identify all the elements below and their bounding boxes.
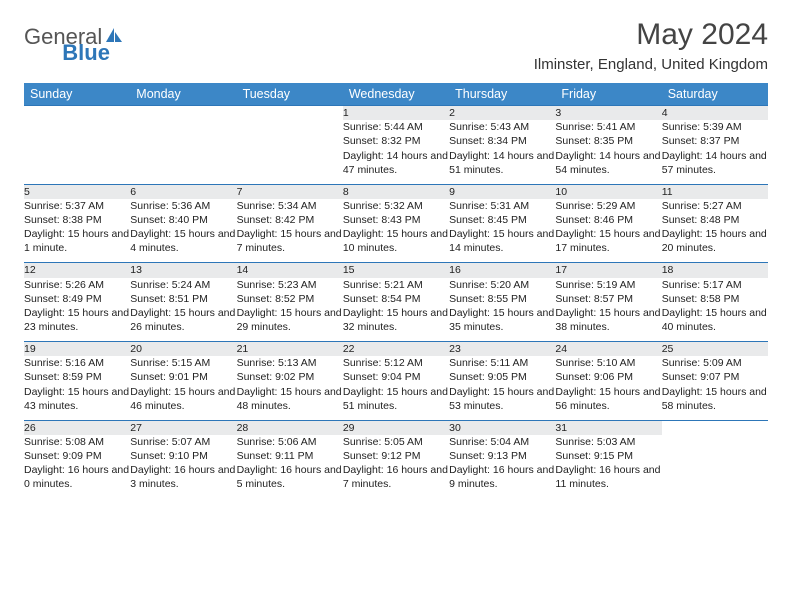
day-number-cell: 19: [24, 342, 130, 357]
day-number-cell: 16: [449, 263, 555, 278]
day-details-cell: Sunrise: 5:34 AMSunset: 8:42 PMDaylight:…: [237, 199, 343, 263]
day-number-cell: 12: [24, 263, 130, 278]
day-details-cell: [662, 435, 768, 499]
day-details-cell: [24, 120, 130, 184]
day-details-cell: Sunrise: 5:43 AMSunset: 8:34 PMDaylight:…: [449, 120, 555, 184]
day-number-cell: 8: [343, 184, 449, 199]
day-number-cell: 17: [555, 263, 661, 278]
day-number-cell: 29: [343, 420, 449, 435]
day-details-cell: Sunrise: 5:41 AMSunset: 8:35 PMDaylight:…: [555, 120, 661, 184]
day-header-row: SundayMondayTuesdayWednesdayThursdayFrid…: [24, 83, 768, 106]
day-details-cell: Sunrise: 5:09 AMSunset: 9:07 PMDaylight:…: [662, 356, 768, 420]
day-number-cell: 21: [237, 342, 343, 357]
day-details-cell: Sunrise: 5:05 AMSunset: 9:12 PMDaylight:…: [343, 435, 449, 499]
day-number-cell: 26: [24, 420, 130, 435]
day-number-cell: [237, 106, 343, 121]
day-number-cell: 24: [555, 342, 661, 357]
day-details-cell: Sunrise: 5:04 AMSunset: 9:13 PMDaylight:…: [449, 435, 555, 499]
day-details-cell: Sunrise: 5:44 AMSunset: 8:32 PMDaylight:…: [343, 120, 449, 184]
day-number-cell: 31: [555, 420, 661, 435]
day-details-cell: Sunrise: 5:32 AMSunset: 8:43 PMDaylight:…: [343, 199, 449, 263]
calendar-table: SundayMondayTuesdayWednesdayThursdayFrid…: [24, 83, 768, 499]
day-number-cell: [662, 420, 768, 435]
day-number-cell: 3: [555, 106, 661, 121]
day-details-cell: Sunrise: 5:06 AMSunset: 9:11 PMDaylight:…: [237, 435, 343, 499]
day-number-cell: 30: [449, 420, 555, 435]
day-details-cell: Sunrise: 5:24 AMSunset: 8:51 PMDaylight:…: [130, 278, 236, 342]
week-number-row: 567891011: [24, 184, 768, 199]
day-header: Saturday: [662, 83, 768, 106]
day-details-cell: Sunrise: 5:27 AMSunset: 8:48 PMDaylight:…: [662, 199, 768, 263]
day-header: Friday: [555, 83, 661, 106]
month-title: May 2024: [534, 18, 768, 52]
day-number-cell: 23: [449, 342, 555, 357]
day-number-cell: 20: [130, 342, 236, 357]
day-details-cell: Sunrise: 5:12 AMSunset: 9:04 PMDaylight:…: [343, 356, 449, 420]
day-number-cell: 9: [449, 184, 555, 199]
day-details-cell: Sunrise: 5:03 AMSunset: 9:15 PMDaylight:…: [555, 435, 661, 499]
day-number-cell: [24, 106, 130, 121]
week-details-row: Sunrise: 5:37 AMSunset: 8:38 PMDaylight:…: [24, 199, 768, 263]
day-details-cell: Sunrise: 5:29 AMSunset: 8:46 PMDaylight:…: [555, 199, 661, 263]
day-details-cell: Sunrise: 5:31 AMSunset: 8:45 PMDaylight:…: [449, 199, 555, 263]
day-details-cell: Sunrise: 5:20 AMSunset: 8:55 PMDaylight:…: [449, 278, 555, 342]
day-details-cell: Sunrise: 5:36 AMSunset: 8:40 PMDaylight:…: [130, 199, 236, 263]
brand-part2: Blue: [62, 40, 110, 66]
day-details-cell: Sunrise: 5:07 AMSunset: 9:10 PMDaylight:…: [130, 435, 236, 499]
week-number-row: 12131415161718: [24, 263, 768, 278]
brand-logo: General Blue: [24, 18, 176, 50]
day-number-cell: 13: [130, 263, 236, 278]
day-number-cell: 2: [449, 106, 555, 121]
day-number-cell: 6: [130, 184, 236, 199]
day-number-cell: 15: [343, 263, 449, 278]
day-details-cell: Sunrise: 5:11 AMSunset: 9:05 PMDaylight:…: [449, 356, 555, 420]
day-number-cell: 10: [555, 184, 661, 199]
day-header: Monday: [130, 83, 236, 106]
day-details-cell: Sunrise: 5:13 AMSunset: 9:02 PMDaylight:…: [237, 356, 343, 420]
day-number-cell: [130, 106, 236, 121]
day-details-cell: Sunrise: 5:26 AMSunset: 8:49 PMDaylight:…: [24, 278, 130, 342]
day-number-cell: 22: [343, 342, 449, 357]
day-details-cell: Sunrise: 5:21 AMSunset: 8:54 PMDaylight:…: [343, 278, 449, 342]
week-details-row: Sunrise: 5:26 AMSunset: 8:49 PMDaylight:…: [24, 278, 768, 342]
day-details-cell: Sunrise: 5:37 AMSunset: 8:38 PMDaylight:…: [24, 199, 130, 263]
day-number-cell: 4: [662, 106, 768, 121]
week-number-row: 262728293031: [24, 420, 768, 435]
week-details-row: Sunrise: 5:44 AMSunset: 8:32 PMDaylight:…: [24, 120, 768, 184]
day-number-cell: 11: [662, 184, 768, 199]
day-header: Thursday: [449, 83, 555, 106]
title-block: May 2024 Ilminster, England, United King…: [534, 18, 768, 73]
week-details-row: Sunrise: 5:08 AMSunset: 9:09 PMDaylight:…: [24, 435, 768, 499]
day-details-cell: Sunrise: 5:23 AMSunset: 8:52 PMDaylight:…: [237, 278, 343, 342]
day-header: Wednesday: [343, 83, 449, 106]
day-details-cell: [130, 120, 236, 184]
week-details-row: Sunrise: 5:16 AMSunset: 8:59 PMDaylight:…: [24, 356, 768, 420]
week-number-row: 19202122232425: [24, 342, 768, 357]
day-details-cell: Sunrise: 5:17 AMSunset: 8:58 PMDaylight:…: [662, 278, 768, 342]
day-number-cell: 18: [662, 263, 768, 278]
day-details-cell: Sunrise: 5:16 AMSunset: 8:59 PMDaylight:…: [24, 356, 130, 420]
day-number-cell: 14: [237, 263, 343, 278]
day-details-cell: Sunrise: 5:19 AMSunset: 8:57 PMDaylight:…: [555, 278, 661, 342]
day-number-cell: 7: [237, 184, 343, 199]
day-number-cell: 27: [130, 420, 236, 435]
day-number-cell: 28: [237, 420, 343, 435]
day-number-cell: 25: [662, 342, 768, 357]
page-header: General Blue May 2024 Ilminster, England…: [24, 18, 768, 73]
day-details-cell: Sunrise: 5:39 AMSunset: 8:37 PMDaylight:…: [662, 120, 768, 184]
day-details-cell: Sunrise: 5:15 AMSunset: 9:01 PMDaylight:…: [130, 356, 236, 420]
day-details-cell: Sunrise: 5:08 AMSunset: 9:09 PMDaylight:…: [24, 435, 130, 499]
day-header: Tuesday: [237, 83, 343, 106]
day-header: Sunday: [24, 83, 130, 106]
day-details-cell: [237, 120, 343, 184]
day-number-cell: 5: [24, 184, 130, 199]
day-details-cell: Sunrise: 5:10 AMSunset: 9:06 PMDaylight:…: [555, 356, 661, 420]
week-number-row: 1234: [24, 106, 768, 121]
location-text: Ilminster, England, United Kingdom: [534, 56, 768, 73]
day-number-cell: 1: [343, 106, 449, 121]
